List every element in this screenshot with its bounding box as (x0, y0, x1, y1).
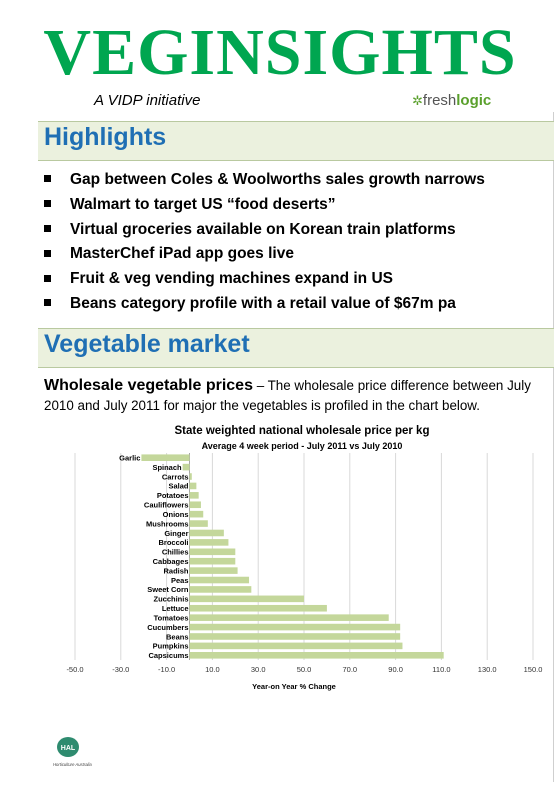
category-label: Broccoli (158, 538, 188, 547)
chart-subtitle: Average 4 week period - July 2011 vs Jul… (202, 441, 403, 451)
hal-abbr: HAL (61, 745, 76, 752)
category-label: Salad (168, 482, 188, 491)
bar-radish (189, 567, 238, 574)
category-label: Beans (166, 632, 189, 641)
highlight-item: Fruit & veg vending machines expand in U… (40, 267, 485, 292)
category-label: Cauliflowers (144, 501, 189, 510)
highlights-header: Highlights (38, 121, 554, 161)
bar-chillies (189, 548, 236, 556)
highlight-item: Gap between Coles & Woolworths sales gro… (40, 168, 485, 193)
wholesale-prices-paragraph: Wholesale vegetable prices – The wholesa… (44, 376, 539, 416)
bar-cauliflowers (189, 501, 201, 509)
x-tick-label: 50.0 (297, 665, 312, 674)
category-label: Capsicums (148, 651, 188, 660)
leaf-icon: ✲ (412, 93, 423, 108)
hal-emblem-icon: HAL Horticulture Australia (53, 737, 92, 767)
category-label: Mushrooms (146, 519, 189, 528)
highlights-heading: Highlights (44, 123, 167, 151)
price-change-chart: State weighted national wholesale price … (66, 425, 543, 691)
category-label: Potatoes (157, 491, 189, 500)
bar-mushrooms (189, 520, 208, 527)
highlights-list: Gap between Coles & Woolworths sales gro… (40, 168, 485, 317)
hal-logo: HAL Horticulture Australia (53, 735, 93, 776)
category-label: Cabbages (153, 557, 189, 566)
bar-cucumbers (189, 623, 401, 631)
x-tick-label: 90.0 (388, 665, 403, 674)
category-label: Spinach (152, 463, 182, 472)
bullet-icon (44, 274, 51, 282)
bar-spinach (182, 463, 190, 471)
x-tick-label: -50.0 (66, 665, 83, 674)
category-label: Carrots (162, 472, 189, 481)
bar-peas (189, 576, 250, 584)
highlight-item: Beans category profile with a retail val… (40, 292, 485, 317)
logo-prefix: fresh (422, 92, 457, 109)
freshlogic-logo: ✲freshlogic (412, 92, 491, 109)
logo-strong: logic (456, 92, 492, 109)
bullet-icon (44, 175, 51, 183)
bar-cabbages (189, 557, 236, 565)
bar-pumpkins (189, 642, 403, 650)
bar-potatoes (189, 492, 199, 499)
bar-broccoli (189, 539, 229, 546)
bar-tomatoes (189, 614, 389, 621)
highlight-item: Virtual groceries available on Korean tr… (40, 218, 485, 243)
vegetable-market-header: Vegetable market (38, 328, 554, 368)
bar-sweet-corn (189, 586, 252, 593)
category-label: Onions (163, 510, 189, 519)
bar-garlic (141, 454, 190, 461)
category-label: Lettuce (162, 604, 189, 613)
bar-zucchinis (189, 595, 304, 603)
x-tick-label: 130.0 (478, 665, 497, 674)
x-tick-label: 70.0 (342, 665, 357, 674)
vegetable-market-heading: Vegetable market (44, 330, 250, 358)
category-label: Sweet Corn (147, 585, 189, 594)
category-label: Cucumbers (147, 623, 188, 632)
x-tick-label: 10.0 (205, 665, 220, 674)
highlight-item: MasterChef iPad app goes live (40, 242, 485, 267)
paragraph-text: – The wholesale price difference between… (44, 378, 531, 413)
category-label: Peas (171, 576, 189, 585)
category-label: Ginger (164, 529, 188, 538)
newsletter-title: VEGINSIGHTS (43, 16, 517, 89)
category-label: Tomatoes (154, 613, 189, 622)
bullet-icon (44, 299, 51, 307)
category-label: Radish (163, 566, 188, 575)
category-label: Garlic (119, 454, 140, 463)
category-label: Chillies (162, 548, 189, 557)
bar-ginger (189, 529, 224, 537)
x-tick-label: -30.0 (112, 665, 129, 674)
paragraph-lead: Wholesale vegetable prices (44, 377, 253, 394)
highlight-item: Walmart to target US “food deserts” (40, 193, 485, 218)
bar-beans (189, 633, 401, 640)
bar-onions (189, 510, 204, 518)
category-label: Zucchinis (153, 595, 188, 604)
page-edge-line (553, 112, 554, 782)
bar-salad (189, 482, 197, 490)
bullet-icon (44, 249, 51, 257)
category-label: Pumpkins (153, 642, 189, 651)
bar-carrots (189, 473, 192, 480)
newsletter-subtitle: A VIDP initiative (94, 92, 201, 109)
x-tick-label: 150.0 (524, 665, 543, 674)
x-tick-label: 30.0 (251, 665, 266, 674)
bullet-icon (44, 225, 51, 232)
x-tick-label: 110.0 (432, 665, 450, 674)
bar-lettuce (189, 604, 327, 612)
bar-capsicums (189, 652, 444, 659)
chart-xlabel: Year-on Year % Change (252, 682, 336, 691)
hal-name: Horticulture Australia (53, 762, 92, 767)
x-tick-label: -10.0 (158, 665, 175, 674)
chart-title: State weighted national wholesale price … (175, 425, 430, 437)
bullet-icon (44, 200, 51, 208)
